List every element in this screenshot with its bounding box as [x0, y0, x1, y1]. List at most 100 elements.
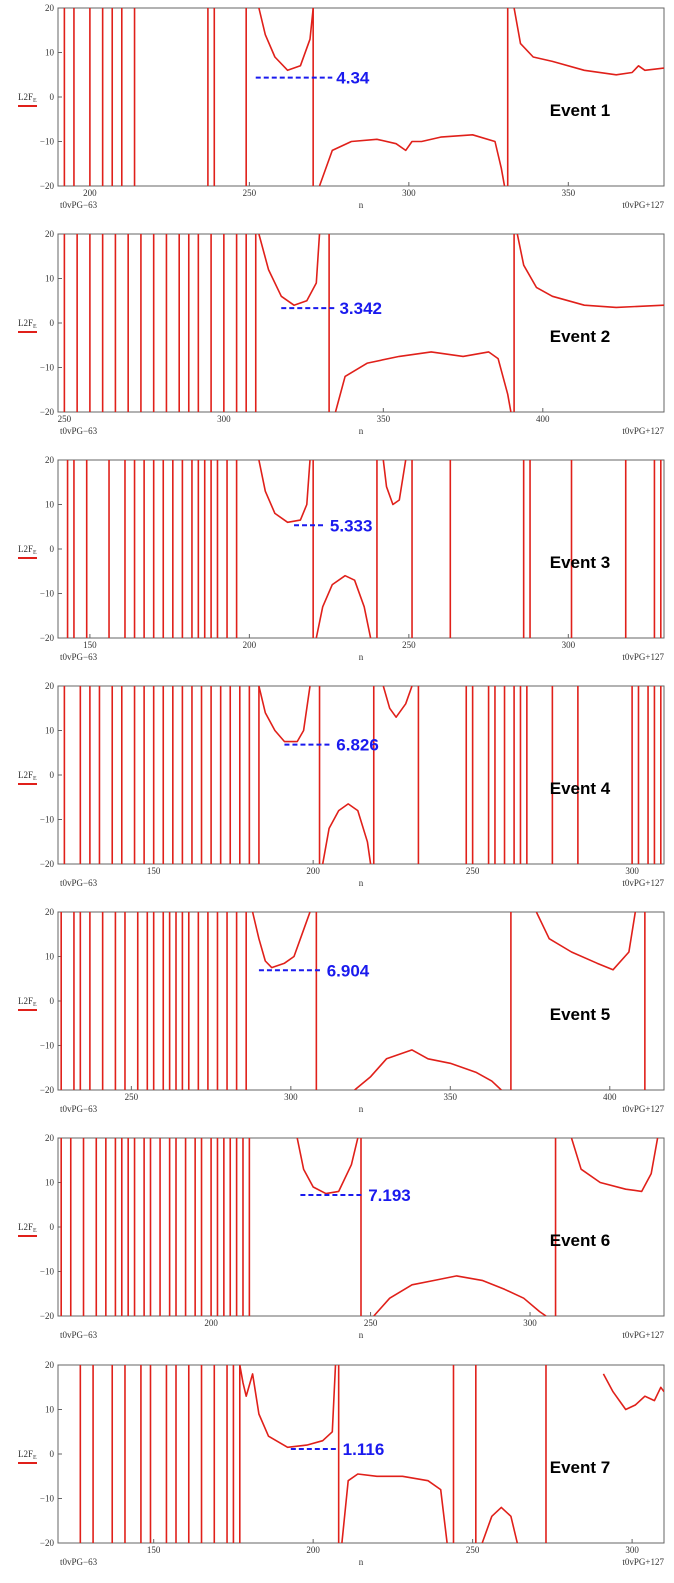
y-tick-label: −20 [40, 181, 55, 191]
plot-frame [57, 911, 665, 1091]
y-tick-label: 10 [45, 500, 55, 510]
x-tick-label: 300 [217, 414, 231, 424]
x-range-end-label: t0vPG+127 [622, 1330, 664, 1340]
annotation-value: 6.904 [327, 961, 370, 980]
y-tick-label: −20 [40, 407, 55, 417]
y-axis-label-subscript: E [33, 324, 37, 330]
y-tick-label: 0 [50, 996, 55, 1006]
x-range-end-label: t0vPG+127 [622, 1557, 664, 1567]
trace-segment [258, 460, 311, 524]
event-title: Event 2 [550, 327, 610, 346]
trace-segment [341, 1473, 448, 1543]
x-range-end-label: t0vPG+127 [622, 878, 664, 888]
plot-frame [57, 685, 665, 865]
trace-segment [513, 8, 664, 76]
y-tick-label: 0 [50, 1449, 55, 1459]
x-axis-label: n [359, 1330, 364, 1340]
y-axis-label: L2FE [18, 996, 37, 1008]
plot-area [66, 460, 662, 638]
y-tick-label: 20 [45, 907, 55, 917]
x-range-start-label: t0vPG−63 [60, 652, 98, 662]
plot-frame [57, 233, 665, 413]
x-range-end-label: t0vPG+127 [622, 1104, 664, 1114]
event-chart-4: 20 10 0 −10 −20 150 200 250 300 L2FE t0vPG−63 n t0vP… [18, 681, 665, 888]
event-chart-7: 20 10 0 −10 −20 150 200 250 300 L2FE t0vPG−63 n t0vP… [18, 1360, 665, 1567]
x-tick-label: 250 [466, 1545, 480, 1555]
x-tick-label: 250 [466, 866, 480, 876]
trace-segment [535, 912, 637, 971]
y-tick-label: 10 [45, 48, 55, 58]
event-title: Event 3 [550, 553, 610, 572]
y-axis-label-subscript: E [33, 1228, 37, 1234]
y-axis-label: L2FE [18, 1222, 37, 1234]
y-tick-label: 0 [50, 318, 55, 328]
trace-segment [296, 1138, 359, 1195]
x-tick-label: 200 [243, 640, 257, 650]
x-tick-label: 300 [523, 1318, 537, 1328]
event-chart-6: 20 10 0 −10 −20 200 250 300 L2FE t0vPG−63 n t0vPG+1… [18, 1133, 665, 1340]
trace-segment [334, 351, 512, 412]
x-axis-label: n [359, 1557, 364, 1567]
x-axis-label: n [359, 878, 364, 888]
y-tick-label: −10 [40, 363, 55, 373]
y-tick-label: 20 [45, 1360, 55, 1370]
trace-segment [354, 1049, 502, 1090]
x-tick-label: 350 [377, 414, 391, 424]
event-chart-5: 20 10 0 −10 −20 250 300 350 400 L2FE t0vPG−63 n t0vP… [18, 907, 665, 1114]
trace-segment [315, 574, 372, 638]
x-tick-label: 300 [402, 188, 416, 198]
trace-segment [516, 234, 664, 309]
x-range-start-label: t0vPG−63 [60, 1557, 98, 1567]
y-tick-label: 10 [45, 952, 55, 962]
y-tick-label: −20 [40, 633, 55, 643]
y-tick-label: 0 [50, 770, 55, 780]
x-range-end-label: t0vPG+127 [622, 426, 664, 436]
event-title: Event 6 [550, 1231, 610, 1250]
y-axis-label-subscript: E [33, 98, 37, 104]
x-tick-label: 250 [243, 188, 257, 198]
y-tick-label: 0 [50, 92, 55, 102]
y-tick-label: 20 [45, 3, 55, 13]
trace-segment [251, 912, 311, 969]
y-tick-label: 20 [45, 455, 55, 465]
annotation-value: 3.342 [339, 299, 382, 318]
x-tick-label: 150 [147, 866, 161, 876]
x-tick-label: 200 [204, 1318, 218, 1328]
x-tick-label: 300 [625, 866, 639, 876]
x-tick-label: 200 [306, 1545, 320, 1555]
trace-segment [321, 803, 372, 864]
x-tick-label: 350 [562, 188, 576, 198]
y-tick-label: −20 [40, 859, 55, 869]
event-chart-3: 20 10 0 −10 −20 150 200 250 300 L2FE t0vPG−63 n t0vP… [18, 455, 665, 662]
x-tick-label: 300 [562, 640, 576, 650]
y-tick-label: −10 [40, 1267, 55, 1277]
trace-segment [258, 686, 311, 743]
x-range-start-label: t0vPG−63 [60, 200, 98, 210]
y-axis-label-subscript: E [33, 1002, 37, 1008]
y-axis-label-subscript: E [33, 1455, 37, 1461]
plot-area [79, 1365, 664, 1543]
x-tick-label: 250 [125, 1092, 139, 1102]
trace-segment [258, 8, 314, 72]
y-tick-label: 10 [45, 726, 55, 736]
trace-segment [602, 1373, 664, 1411]
x-axis-label: n [359, 652, 364, 662]
annotation-value: 6.826 [336, 736, 379, 755]
event-title: Event 1 [550, 101, 610, 120]
x-tick-label: 400 [536, 414, 550, 424]
event-title: Event 4 [550, 779, 611, 798]
annotation-value: 1.116 [343, 1440, 385, 1459]
x-tick-label: 300 [625, 1545, 639, 1555]
y-tick-label: −20 [40, 1085, 55, 1095]
y-tick-label: −20 [40, 1311, 55, 1321]
y-tick-label: 10 [45, 1405, 55, 1415]
trace-segment [373, 1275, 547, 1316]
y-tick-label: −10 [40, 589, 55, 599]
x-tick-label: 150 [147, 1545, 161, 1555]
plot-frame [57, 7, 665, 187]
y-axis-label: L2FE [18, 770, 37, 782]
y-axis-label: L2FE [18, 544, 37, 556]
x-tick-label: 250 [58, 414, 72, 424]
y-tick-label: 20 [45, 681, 55, 691]
